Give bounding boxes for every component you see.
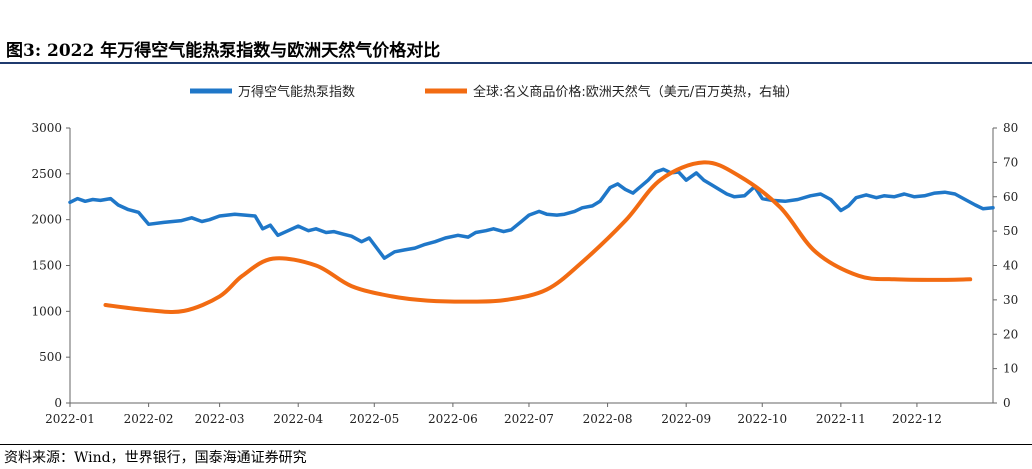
series-line-1 bbox=[68, 167, 995, 260]
source-note: 资料来源：Wind，世界银行，国泰海通证券研究 bbox=[4, 450, 307, 466]
right-tick-label: 10 bbox=[1003, 362, 1018, 376]
legend: 万得空气能热泵指数 全球:名义商品价格:欧洲天然气（美元/百万英热，右轴） bbox=[190, 84, 798, 100]
right-tick-label: 0 bbox=[1003, 396, 1011, 410]
x-tick-label: 2022-04 bbox=[273, 412, 323, 426]
right-tick-label: 20 bbox=[1003, 327, 1018, 341]
x-tick-label: 2022-09 bbox=[661, 412, 711, 426]
x-axis: 2022-01 2022-02 2022-03 2022-04 2022-05 2022-… bbox=[45, 402, 993, 426]
x-tick-label: 2022-11 bbox=[816, 412, 866, 426]
series-line-2 bbox=[103, 160, 973, 314]
x-tick-label: 2022-03 bbox=[195, 412, 245, 426]
left-axis: 0 500 1000 1500 2000 2500 3000 bbox=[31, 121, 71, 410]
left-tick-label: 500 bbox=[39, 350, 62, 364]
x-tick-label: 2022-06 bbox=[428, 412, 478, 426]
x-tick-label: 2022-10 bbox=[737, 412, 787, 426]
right-tick-label: 70 bbox=[1003, 155, 1018, 169]
left-tick-label: 0 bbox=[54, 396, 62, 410]
series-lines bbox=[68, 160, 995, 314]
left-tick-label: 2000 bbox=[31, 213, 62, 227]
source-rule bbox=[0, 444, 1032, 445]
right-tick-label: 40 bbox=[1003, 259, 1018, 273]
left-tick-label: 1000 bbox=[31, 304, 62, 318]
x-tick-label: 2022-01 bbox=[45, 412, 95, 426]
x-tick-label: 2022-08 bbox=[583, 412, 633, 426]
title-rule bbox=[0, 62, 1032, 64]
figure-title: 图3: 2022 年万得空气能热泵指数与欧洲天然气价格对比 bbox=[6, 41, 441, 61]
right-tick-label: 30 bbox=[1003, 293, 1018, 307]
legend-label-series-1: 万得空气能热泵指数 bbox=[238, 84, 355, 100]
left-tick-label: 3000 bbox=[31, 121, 62, 135]
x-tick-label: 2022-07 bbox=[504, 412, 554, 426]
right-tick-label: 80 bbox=[1003, 121, 1018, 135]
right-tick-label: 60 bbox=[1003, 190, 1018, 204]
x-tick-label: 2022-12 bbox=[892, 412, 942, 426]
x-tick-label: 2022-02 bbox=[124, 412, 174, 426]
left-tick-label: 1500 bbox=[31, 259, 62, 273]
left-tick-label: 2500 bbox=[31, 167, 62, 181]
x-tick-label: 2022-05 bbox=[349, 412, 399, 426]
legend-label-series-2: 全球:名义商品价格:欧洲天然气（美元/百万英热，右轴） bbox=[473, 84, 798, 100]
right-axis: 0 10 20 30 40 50 60 70 80 bbox=[992, 121, 1018, 410]
right-tick-label: 50 bbox=[1003, 224, 1018, 238]
line-chart: 万得空气能热泵指数 全球:名义商品价格:欧洲天然气（美元/百万英热，右轴） 0 5… bbox=[31, 84, 1018, 426]
